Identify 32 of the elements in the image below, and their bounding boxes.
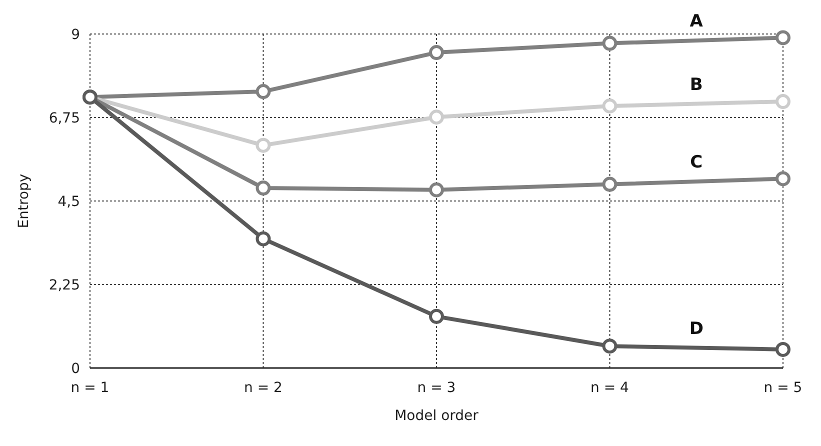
point: [429, 45, 444, 60]
x-tick-label: n = 5: [764, 380, 802, 396]
y-tick-label: 6,75: [48, 110, 80, 126]
point: [256, 138, 271, 153]
y-tick-label: 4,5: [58, 194, 80, 210]
point: [776, 30, 790, 46]
y-tick-label: 0: [71, 360, 80, 377]
point: [256, 84, 271, 100]
series-label: A: [690, 11, 704, 32]
point: [256, 231, 271, 246]
x-tick-label: n = 1: [70, 380, 110, 396]
x-tick-label: n = 3: [417, 380, 456, 396]
y-tick-label: 9: [71, 26, 80, 43]
point: [602, 98, 618, 114]
point: [256, 180, 271, 196]
x-tick-label: n = 2: [244, 380, 282, 396]
point: [429, 308, 444, 324]
point: [429, 182, 444, 198]
point: [602, 176, 618, 192]
point: [776, 342, 790, 357]
point: [776, 171, 790, 186]
x-tick-label: n = 4: [590, 380, 630, 396]
series-label: C: [690, 152, 703, 173]
y-tick-label: 2,25: [48, 277, 80, 294]
series-label: D: [689, 318, 704, 339]
point: [602, 36, 618, 51]
point: [776, 94, 790, 110]
point: [602, 338, 618, 354]
point: [429, 110, 444, 125]
y-axis-title: Entropy: [16, 174, 32, 228]
x-axis-title: Model order: [394, 408, 479, 424]
series-label: B: [690, 74, 703, 95]
